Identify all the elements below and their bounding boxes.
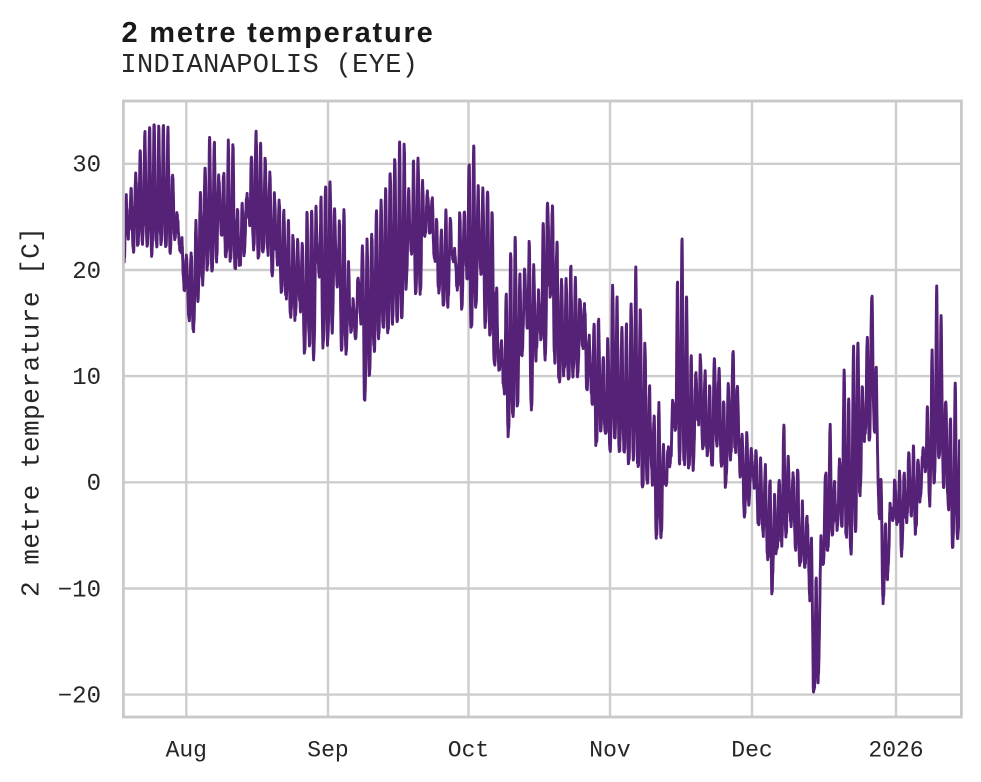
svg-text:Dec: Dec — [731, 737, 772, 763]
svg-text:10: 10 — [72, 365, 101, 392]
svg-text:2026: 2026 — [868, 737, 923, 763]
svg-text:INDIANAPOLIS (EYE): INDIANAPOLIS (EYE) — [120, 51, 418, 81]
svg-text:−10: −10 — [58, 577, 101, 604]
svg-text:Aug: Aug — [166, 737, 207, 763]
svg-text:−20: −20 — [58, 683, 101, 710]
svg-text:20: 20 — [72, 259, 101, 286]
svg-text:2 metre temperature [C]: 2 metre temperature [C] — [16, 227, 46, 597]
svg-text:Sep: Sep — [307, 737, 348, 763]
svg-text:2 metre temperature: 2 metre temperature — [122, 17, 435, 49]
svg-text:Nov: Nov — [589, 737, 631, 763]
svg-text:0: 0 — [87, 471, 101, 498]
svg-text:Oct: Oct — [448, 737, 489, 763]
svg-text:30: 30 — [72, 153, 101, 180]
